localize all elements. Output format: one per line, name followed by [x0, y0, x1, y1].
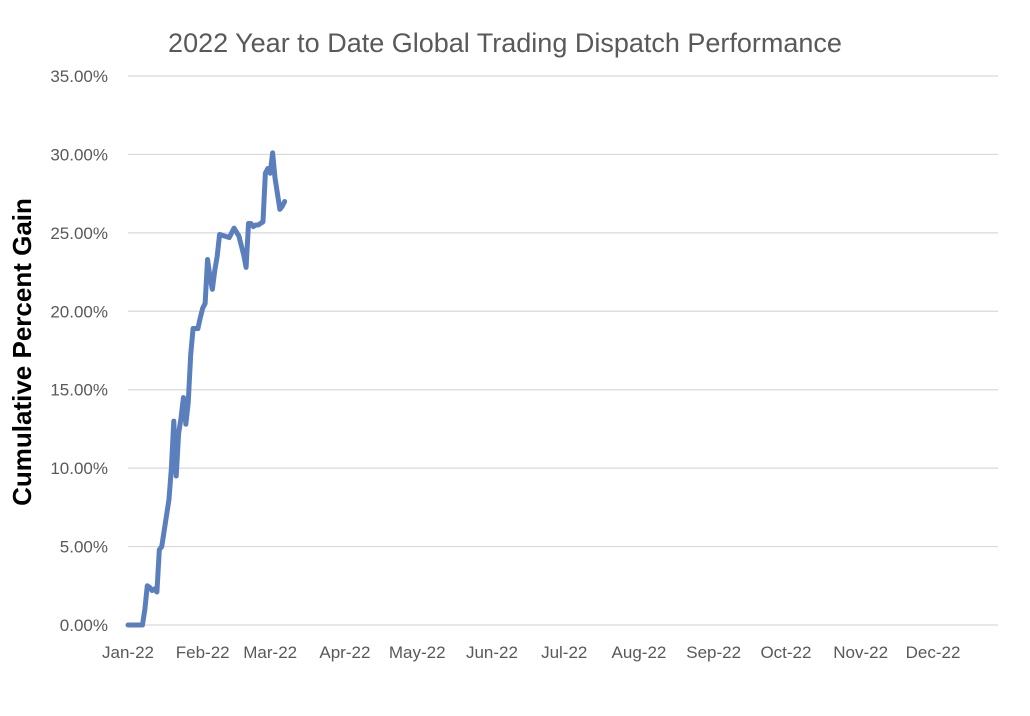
y-tick-label: 20.00%: [50, 302, 108, 321]
x-tick-label: Apr-22: [319, 643, 370, 662]
chart-title: 2022 Year to Date Global Trading Dispatc…: [168, 28, 842, 58]
x-axis-ticks: Jan-22 Feb-22 Mar-22 Apr-22 May-22 Jun-22 Jul-…: [102, 643, 960, 662]
x-tick-label: Aug-22: [612, 643, 667, 662]
x-tick-label: Jan-22: [102, 643, 154, 662]
y-tick-label: 30.00%: [50, 145, 108, 164]
series-layer: [125, 150, 288, 628]
x-tick-label: Oct-22: [760, 643, 811, 662]
series-line: [125, 150, 288, 628]
x-tick-label: Dec-22: [906, 643, 961, 662]
y-axis-ticks: 0.00% 5.00% 10.00% 15.00% 20.00% 25.00% 30.00%…: [50, 67, 108, 635]
y-tick-label: 5.00%: [60, 538, 108, 557]
y-tick-label: 0.00%: [60, 616, 108, 635]
y-tick-label: 35.00%: [50, 67, 108, 86]
y-axis-label: Cumulative Percent Gain: [7, 198, 37, 506]
x-tick-label: Feb-22: [176, 643, 230, 662]
y-tick-label: 10.00%: [50, 459, 108, 478]
x-tick-label: Mar-22: [243, 643, 297, 662]
x-tick-label: May-22: [389, 643, 446, 662]
y-tick-label: 25.00%: [50, 224, 108, 243]
gridlines: [128, 75, 998, 626]
x-tick-label: Jul-22: [541, 643, 587, 662]
y-tick-label: 15.00%: [50, 381, 108, 400]
x-tick-label: Sep-22: [686, 643, 741, 662]
x-tick-label: Nov-22: [833, 643, 888, 662]
x-tick-label: Jun-22: [466, 643, 518, 662]
